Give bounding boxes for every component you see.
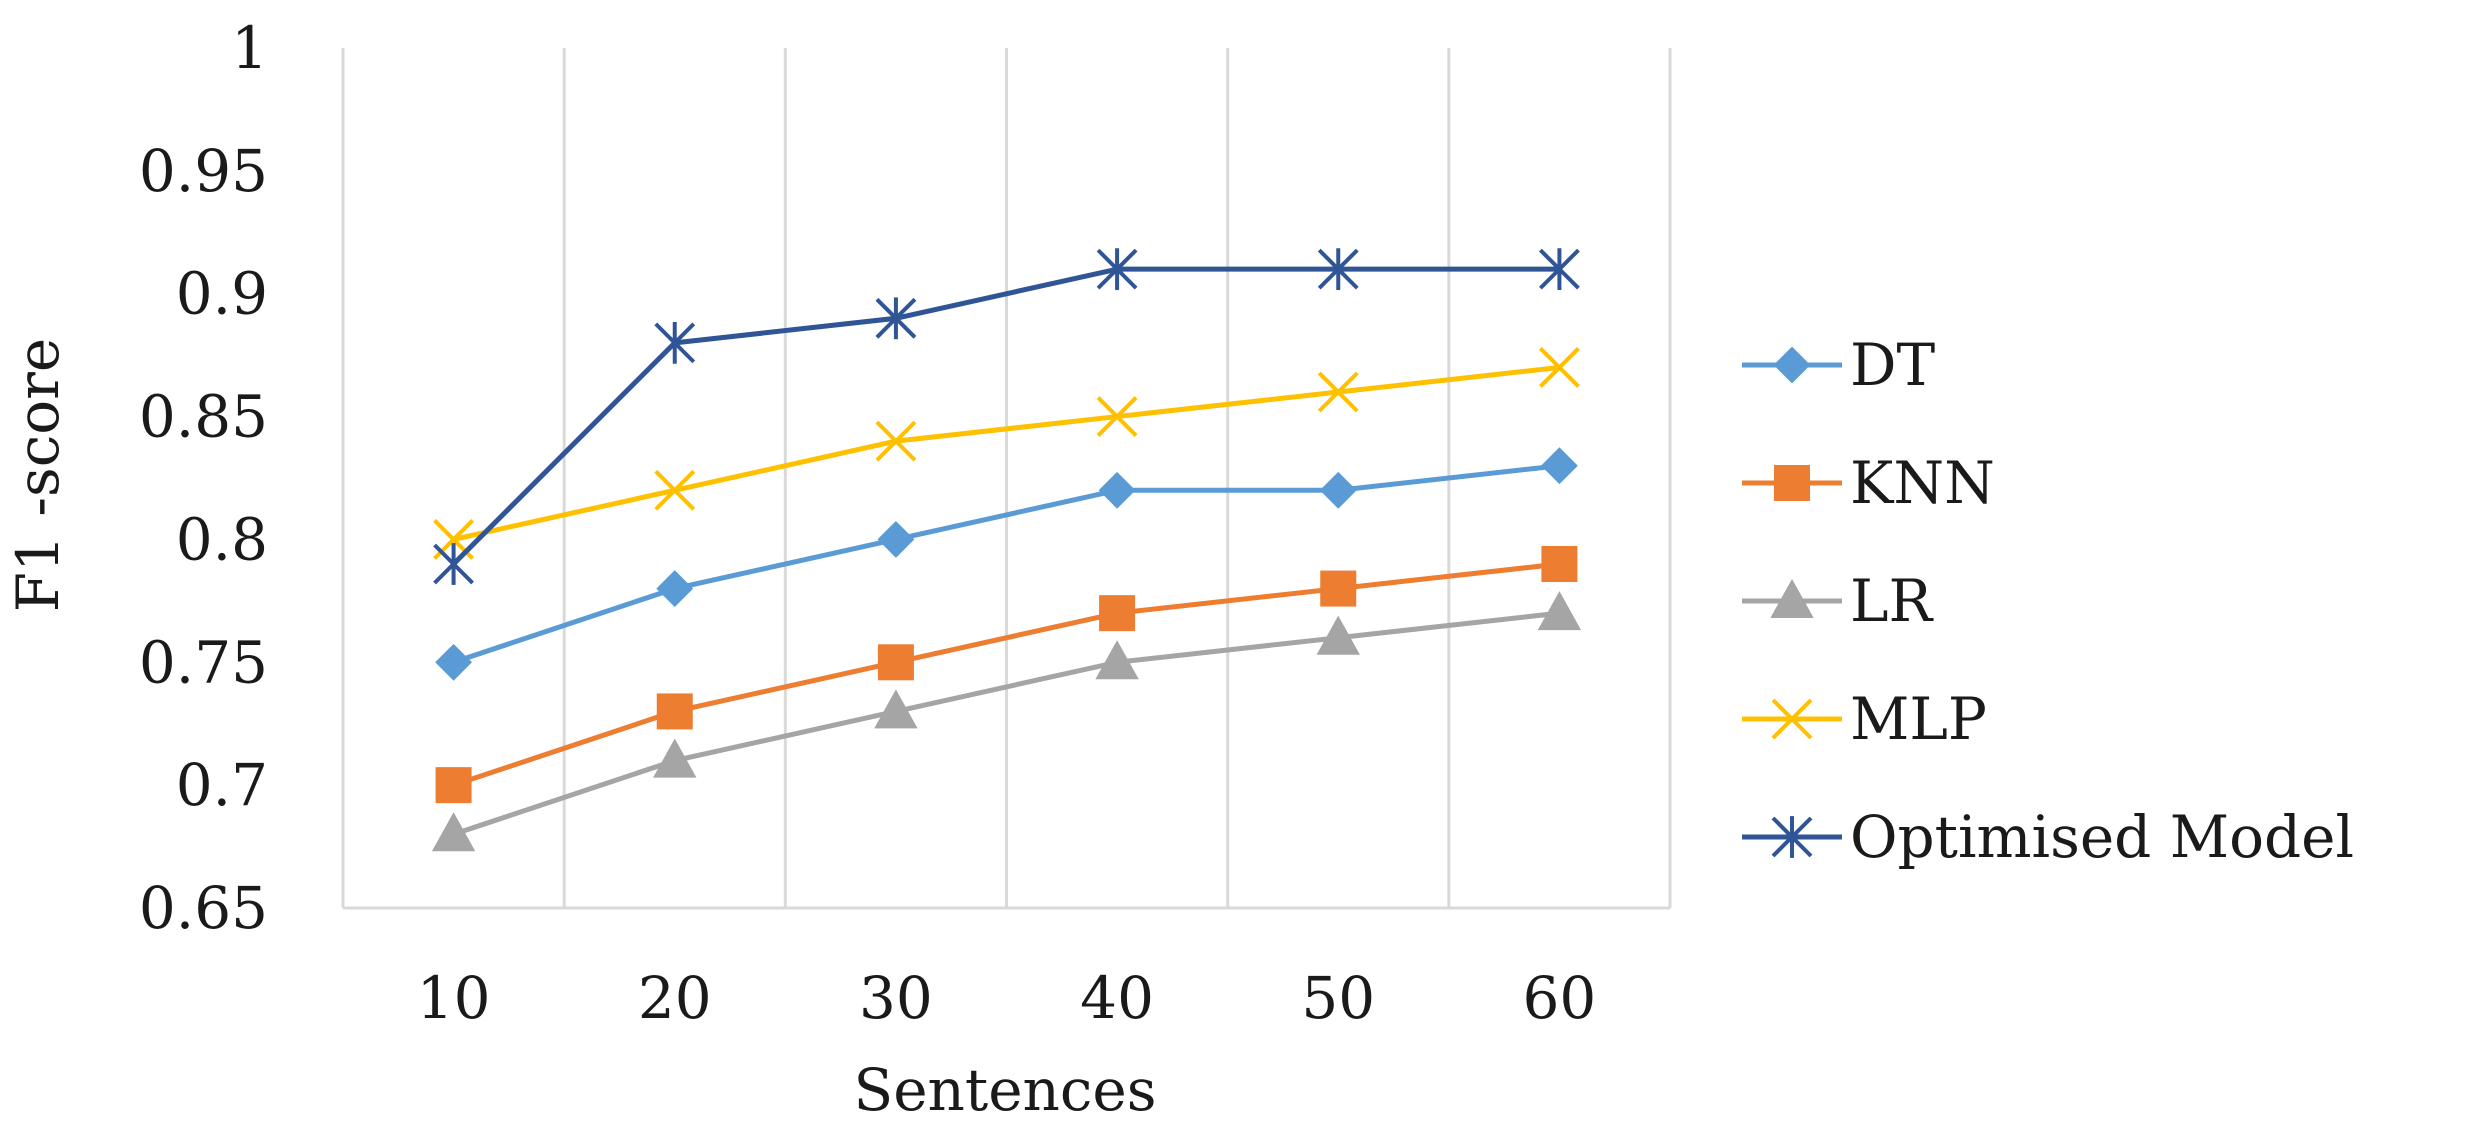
y-axis-tick-labels: 0.65 0.7 0.75 0.8 0.85 0.9 0.95 1 xyxy=(139,14,268,942)
data-point-dt xyxy=(1541,447,1578,485)
data-point-dt xyxy=(1319,471,1357,509)
data-point-optimised-model xyxy=(875,297,917,340)
data-point-lr xyxy=(431,812,476,852)
data-point-optimised-model xyxy=(1096,248,1138,291)
legend-label: MLP xyxy=(1850,685,1987,753)
legend-marker-knn xyxy=(1774,465,1810,501)
legend-entry-knn: KNN xyxy=(1742,449,1995,517)
series-optimised-model xyxy=(433,248,1580,585)
series-mlp xyxy=(433,347,1580,560)
legend-entry-lr: LR xyxy=(1742,567,1935,635)
data-point-lr xyxy=(1095,640,1139,680)
x-axis-tick-labels: 10 20 30 40 50 60 xyxy=(417,964,1597,1032)
x-tick-label: 40 xyxy=(1080,964,1154,1032)
series-knn xyxy=(435,546,1578,804)
legend: DT KNN LR MLP Optimised Model xyxy=(1742,331,2354,871)
legend-label: KNN xyxy=(1850,449,1995,517)
data-point-lr xyxy=(874,689,918,729)
data-point-optimised-model xyxy=(1539,248,1580,291)
y-tick-label: 0.9 xyxy=(176,260,268,328)
data-point-optimised-model xyxy=(433,543,474,585)
data-point-knn xyxy=(877,644,914,681)
legend-entry-optimised-model: Optimised Model xyxy=(1742,803,2354,871)
y-axis-title: F1 -score xyxy=(4,338,72,612)
data-point-knn xyxy=(1099,595,1136,632)
data-point-dt xyxy=(435,643,472,681)
series-line-optimised-model xyxy=(451,266,1560,566)
data-point-knn xyxy=(656,693,693,730)
data-point-dt xyxy=(656,570,694,607)
x-tick-label: 10 xyxy=(417,964,491,1032)
legend-marker-dt xyxy=(1773,346,1811,384)
legend-label: Optimised Model xyxy=(1850,803,2354,871)
series-line-knn xyxy=(452,561,1560,788)
data-point-dt xyxy=(1098,471,1136,509)
y-tick-label: 0.7 xyxy=(176,751,268,819)
data-point-mlp xyxy=(1096,396,1138,437)
series-lines xyxy=(431,248,1582,852)
series-line-mlp xyxy=(453,364,1560,542)
x-tick-label: 60 xyxy=(1523,964,1597,1032)
grid-lines xyxy=(562,48,1451,908)
plot-area-frame xyxy=(341,48,1672,910)
data-point-knn xyxy=(435,767,472,804)
data-point-mlp xyxy=(1317,371,1359,413)
series-dt xyxy=(435,447,1578,681)
data-point-optimised-model xyxy=(654,321,696,364)
x-tick-label: 30 xyxy=(859,964,933,1032)
data-point-mlp xyxy=(875,420,917,462)
legend-entry-mlp: MLP xyxy=(1742,685,1987,753)
data-point-lr xyxy=(1316,615,1360,655)
data-point-dt xyxy=(877,521,915,558)
data-point-mlp xyxy=(654,469,696,511)
data-point-knn xyxy=(1541,546,1578,582)
legend-marker-optimised-model xyxy=(1771,816,1813,858)
y-tick-label: 0.95 xyxy=(139,137,268,205)
legend-label: LR xyxy=(1850,567,1935,635)
legend-label: DT xyxy=(1850,331,1936,399)
legend-marker-lr xyxy=(1770,578,1814,618)
data-point-lr xyxy=(653,738,697,778)
x-tick-label: 50 xyxy=(1301,964,1375,1032)
series-line-dt xyxy=(452,463,1560,665)
data-point-lr xyxy=(1537,591,1582,631)
y-tick-label: 0.75 xyxy=(139,628,268,696)
data-point-knn xyxy=(1320,570,1357,607)
y-tick-label: 1 xyxy=(231,14,268,82)
y-tick-label: 0.8 xyxy=(176,505,268,573)
data-point-optimised-model xyxy=(1317,248,1359,291)
y-tick-label: 0.85 xyxy=(139,383,268,451)
series-lr xyxy=(431,591,1582,852)
legend-entry-dt: DT xyxy=(1742,331,1936,399)
y-tick-label: 0.65 xyxy=(139,874,268,942)
legend-marker-mlp xyxy=(1771,698,1813,740)
x-axis-title: Sentences xyxy=(854,1056,1157,1124)
series-line-lr xyxy=(452,610,1560,837)
data-point-mlp xyxy=(1539,347,1580,388)
x-tick-label: 20 xyxy=(638,964,712,1032)
